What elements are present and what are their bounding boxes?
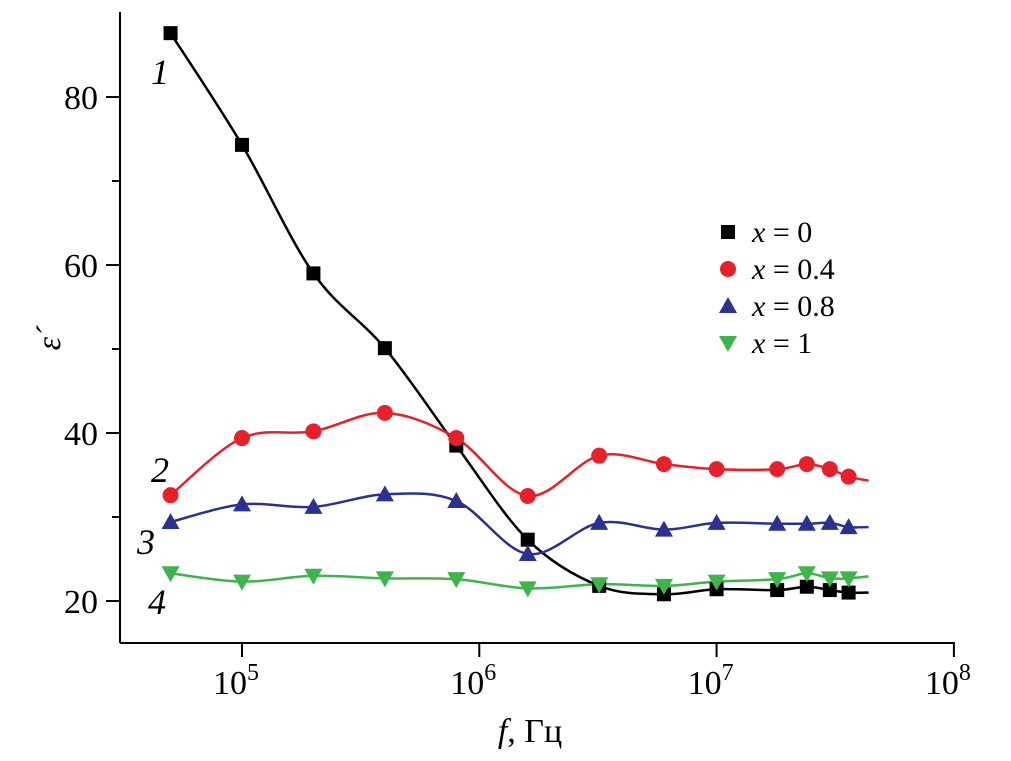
curve-label-1: 1 (151, 52, 169, 92)
data-point (375, 571, 394, 588)
x-tick-label: 105 (213, 660, 259, 702)
data-point (447, 492, 466, 509)
data-point (235, 137, 249, 152)
curve-label-3: 3 (136, 522, 155, 562)
data-point (161, 513, 180, 530)
data-point (520, 532, 535, 547)
data-point (820, 571, 839, 588)
series-line-2 (169, 411, 869, 498)
series-line-3 (170, 492, 869, 556)
data-point (162, 487, 179, 504)
data-point (590, 513, 609, 530)
axes (119, 12, 955, 644)
data-point (707, 574, 726, 591)
legend-marker (719, 297, 737, 313)
data-point (518, 581, 537, 598)
data-point (654, 578, 673, 595)
data-point (707, 513, 726, 530)
x-tick-label: 107 (688, 660, 734, 702)
data-point (163, 26, 178, 41)
data-point (708, 461, 725, 478)
data-point (841, 585, 856, 600)
data-point (768, 514, 787, 531)
legend-label: x = 0.8 (751, 290, 835, 323)
legend-label: x = 0 (751, 216, 812, 249)
data-point (839, 571, 858, 588)
data-point (822, 583, 837, 598)
x-axis-unit: , Гц (507, 713, 562, 750)
data-point (376, 404, 393, 421)
data-point (233, 574, 251, 591)
data-point (161, 566, 180, 583)
series-line-1 (169, 32, 869, 596)
y-tick-label: 80 (64, 80, 98, 117)
data-point (798, 456, 815, 473)
data-point (655, 456, 672, 473)
y-tick-label: 20 (64, 584, 98, 621)
data-point (375, 485, 394, 502)
x-tick-label: 106 (450, 660, 496, 702)
data-point (840, 468, 857, 485)
legend-marker (721, 225, 735, 239)
data-point (654, 520, 673, 537)
data-point (304, 497, 323, 514)
data-point (768, 572, 787, 589)
y-tick-label: 60 (64, 248, 98, 285)
y-axis-label: ε´ (31, 325, 68, 350)
data-point (377, 341, 392, 356)
data-point (821, 461, 838, 478)
data-point (519, 488, 536, 504)
data-point (590, 577, 609, 594)
series-line-4 (170, 572, 869, 590)
legend-label: x = 1 (751, 327, 812, 360)
data-point (304, 568, 323, 585)
data-point (306, 266, 321, 281)
data-point (448, 430, 465, 447)
data-point (797, 514, 816, 531)
legend-marker (719, 336, 737, 352)
data-point (820, 513, 839, 530)
data-point (797, 566, 816, 583)
data-point (234, 430, 250, 447)
data-point (799, 579, 814, 594)
data-point (518, 544, 537, 561)
data-point (770, 583, 785, 598)
x-axis-label: f, Гц (498, 713, 562, 750)
data-point (233, 495, 251, 512)
data-point (305, 423, 322, 440)
data-point (839, 518, 858, 535)
data-point (591, 447, 608, 464)
data-point (769, 461, 786, 478)
x-tick-label: 108 (925, 660, 971, 702)
legend-label: x = 0.4 (751, 253, 835, 286)
legend: x = 0 x = 0.4 x = 0.8 x = 1 (719, 216, 835, 360)
legend-marker (720, 261, 736, 277)
curve-label-2: 2 (151, 450, 169, 490)
data-point (447, 572, 466, 589)
y-tick-label: 40 (64, 416, 98, 453)
curve-label-4: 4 (148, 582, 166, 622)
